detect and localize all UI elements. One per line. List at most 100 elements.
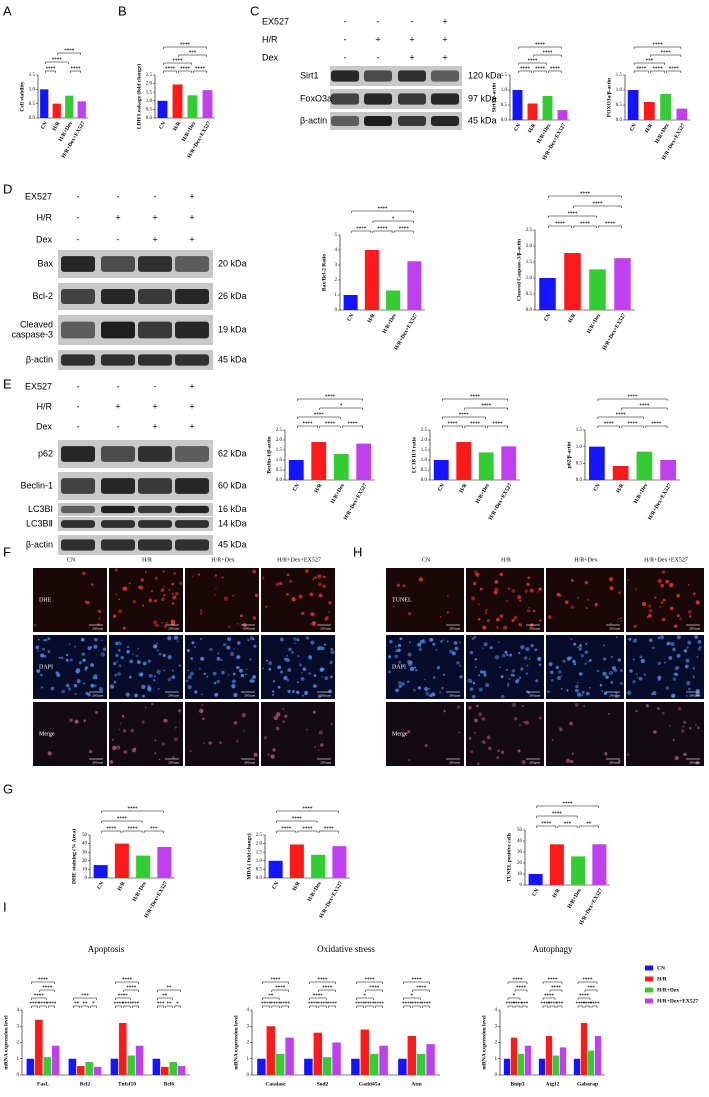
cell-signal [439, 691, 442, 694]
blot-band [175, 256, 209, 272]
micrograph [185, 702, 259, 766]
micrograph [109, 702, 183, 766]
cell-signal [660, 601, 664, 604]
significance-label: **** [348, 422, 359, 427]
significance-label: ** [268, 994, 274, 999]
cell-signal [657, 578, 662, 583]
cell-signal [141, 684, 146, 690]
significance-bracket [319, 425, 341, 428]
legend-swatch [645, 976, 653, 982]
y-tick-label: 50 [82, 833, 88, 838]
cell-signal [530, 643, 534, 648]
y-tick-label: 1.5 [616, 73, 623, 78]
significance-bracket [70, 70, 81, 73]
significance-bracket [131, 1005, 139, 1008]
x-tick-label: Bcl6 [164, 1081, 175, 1087]
cell-signal [665, 579, 670, 584]
cell-signal [74, 692, 77, 696]
cell-signal [569, 721, 573, 726]
treatment-sign: - [411, 16, 414, 26]
condition-label: EX527 [25, 381, 52, 391]
cell-signal [657, 636, 661, 640]
significance-label: **** [550, 67, 561, 72]
cell-signal [640, 658, 645, 664]
y-axis-label: Bax/Bcl-2 Ratio [321, 254, 327, 291]
cell-signal [471, 637, 475, 640]
cell-signal [617, 658, 622, 662]
x-tick-label: H/R+Dex [654, 122, 670, 144]
cell-signal [148, 598, 153, 603]
cell-signal [608, 712, 610, 715]
cell-signal [525, 647, 530, 652]
band-name: LC3BⅡ [26, 518, 53, 528]
significance-label: *** [157, 1002, 165, 1007]
cell-signal [436, 665, 441, 670]
cell-signal [98, 687, 103, 692]
cell-signal [90, 583, 94, 586]
cell-signal [117, 672, 121, 676]
significance-label: **** [314, 413, 325, 418]
cell-signal [174, 592, 179, 596]
cell-signal [468, 705, 472, 710]
cell-signal [119, 722, 122, 725]
significance-label: **** [42, 986, 53, 991]
significance-label: **** [38, 978, 49, 983]
significance-label: * [364, 994, 367, 999]
cell-signal [308, 655, 313, 660]
cell-signal [115, 593, 118, 596]
cell-signal [675, 672, 679, 677]
significance-label: **** [378, 207, 389, 212]
cell-signal [199, 667, 201, 670]
blot-band [101, 478, 135, 494]
cell-signal [432, 676, 436, 679]
cell-signal [314, 746, 317, 749]
cell-signal [687, 640, 692, 645]
significance-label: **** [541, 1002, 552, 1007]
cell-signal [242, 627, 245, 630]
significance-label: *** [556, 1002, 564, 1007]
cell-signal [228, 625, 231, 628]
cell-signal [229, 651, 235, 656]
cell-signal [617, 591, 622, 595]
cell-signal [475, 704, 479, 708]
significance-label: **** [516, 986, 527, 991]
y-tick-label: 1.5 [526, 260, 533, 265]
y-tick-label: 0.0 [501, 118, 508, 123]
cell-signal [318, 730, 323, 735]
cell-signal [409, 666, 415, 671]
significance-bracket [356, 997, 374, 1000]
y-tick-label: 2.5 [526, 228, 533, 233]
band-size: 14 kDa [218, 518, 247, 528]
cell-signal [213, 594, 216, 596]
cell-signal [76, 679, 81, 684]
bar [528, 874, 543, 885]
blot-band [101, 354, 135, 366]
cell-signal [520, 645, 525, 650]
bar [51, 1045, 60, 1075]
band-name: β-actin [300, 115, 327, 125]
cell-signal [73, 645, 77, 648]
y-tick-label: 1.0 [276, 458, 283, 463]
cell-signal [82, 658, 86, 662]
scale-bar-label: 200 μm [449, 760, 460, 764]
cell-signal [672, 647, 676, 652]
cell-signal [408, 612, 412, 616]
cell-signal [162, 653, 166, 658]
cell-signal [473, 636, 477, 639]
cell-signal [587, 598, 590, 601]
cell-signal [402, 584, 406, 588]
cell-signal [44, 638, 48, 642]
cell-signal [688, 687, 691, 691]
y-axis-label: mRNA expression level [233, 1015, 239, 1070]
cell-signal [408, 641, 411, 644]
condition-label: Dex [262, 52, 279, 62]
significance-label: **** [548, 978, 559, 983]
cell-signal [232, 672, 236, 676]
cell-signal [519, 676, 522, 679]
cell-signal [474, 666, 477, 668]
cell-signal [173, 635, 179, 640]
bar [157, 847, 172, 878]
cell-signal [519, 724, 521, 726]
cell-signal [470, 681, 473, 684]
